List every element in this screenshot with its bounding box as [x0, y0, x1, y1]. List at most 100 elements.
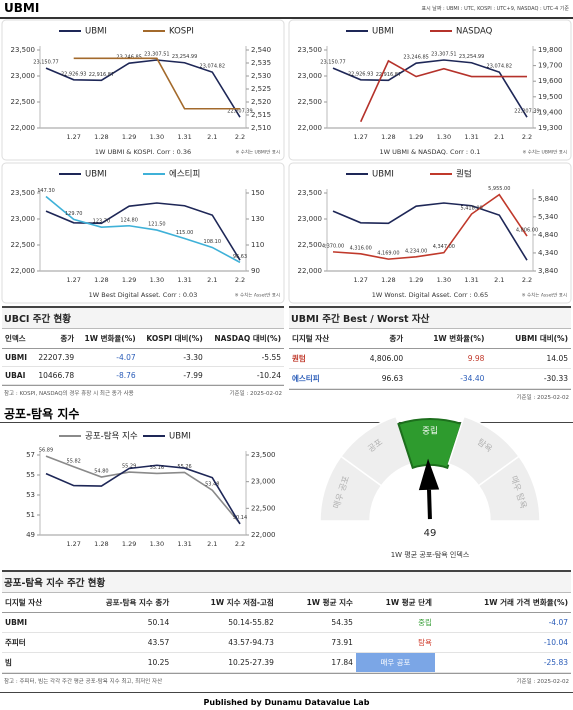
x-tick-label: 1.31 [177, 540, 191, 548]
column-header: 1W 변화율(%) [406, 329, 488, 349]
y-tick-label: 23,000 [11, 215, 36, 223]
header: UBMI 표시 날짜 : UBMI : UTC, KOSPI : UTC+9, … [0, 0, 573, 19]
y-tick-label: 23,000 [251, 478, 276, 486]
table-cell: -25.83 [434, 652, 571, 673]
x-tick-label: 1.28 [94, 276, 108, 284]
y-tick-label: 22,500 [11, 241, 36, 249]
x-tick-label: 1.31 [177, 133, 191, 141]
x-tick-label: 1.28 [94, 540, 108, 548]
y-tick-label: 55 [26, 471, 35, 479]
data-label: 121.50 [148, 222, 166, 228]
y-tick-label: 19,800 [538, 46, 563, 54]
table-row: UBMI 22207.39 -4.07 -3.30 -5.55 [2, 348, 284, 367]
y-tick-label: 23,500 [11, 46, 36, 54]
data-label: 5,418.00 [460, 206, 482, 212]
table: 디지털 자산 종가 1W 변화율(%) UBMI 대비(%) 퀀텀 4,806.00 9.9… [289, 329, 571, 389]
y-tick-label: 19,300 [538, 124, 563, 132]
column-header: 종가 [350, 329, 407, 349]
y-tick-label: 110 [251, 241, 264, 249]
x-tick-label: 1.29 [122, 133, 136, 141]
table-cell: 50.14 [67, 612, 173, 633]
data-label: 23,150.77 [33, 60, 58, 66]
series-line [359, 59, 527, 123]
x-tick-label: 1.29 [122, 540, 136, 548]
y-tick-label: 23,000 [298, 215, 323, 223]
x-tick-label: 1.29 [409, 276, 423, 284]
table-block: UBMI 주간 Best / Worst 자산 디지털 자산 종가 1W 변화율(%)… [289, 306, 571, 404]
legend-label: UBMI [372, 170, 394, 180]
series-line [45, 455, 241, 525]
data-label: 4,347.00 [433, 244, 455, 250]
y-tick-label: 57 [26, 451, 35, 459]
series-line [45, 464, 241, 525]
x-tick-label: 1.28 [381, 276, 395, 284]
y-tick-label: 150 [251, 189, 264, 197]
x-tick-label: 1.27 [66, 276, 80, 284]
series-line [45, 59, 241, 118]
data-label: 23,307.51 [431, 52, 456, 58]
data-label: 22,207.39 [514, 109, 539, 115]
y-tick-label: 2,535 [251, 59, 271, 67]
data-label: 23,074.82 [200, 64, 225, 70]
chart-caption: 1W Best Digital Asset. Corr : 0.03 [89, 291, 198, 299]
table-block: UBCI 주간 현황 인덱스 종가 1W 변화율(%) KOSPI 대비(%) NASDA… [2, 306, 284, 400]
table-cell: -4.07 [77, 348, 139, 367]
gauge-needle [418, 458, 440, 520]
header-note: 표시 날짜 : UBMI : UTC, KOSPI : UTC+9, NASDA… [421, 6, 569, 12]
panel-border [288, 162, 572, 304]
data-label: 22,916.87 [376, 72, 401, 78]
data-label: 22,207.39 [227, 109, 252, 115]
series-line [45, 202, 241, 261]
column-header: 종가 [32, 329, 78, 349]
series-line [73, 57, 240, 110]
table-row: 퀀텀 4,806.00 9.98 14.05 [289, 348, 571, 369]
y-tick-label: 23,500 [251, 451, 276, 459]
y-tick-label: 19,700 [538, 62, 563, 70]
column-header: 1W 평균 지수 [276, 593, 356, 613]
chart-note: ※ 수치는 UBMI만 표시 [236, 149, 281, 156]
x-tick-label: 1.30 [150, 133, 164, 141]
table-cell: 10466.78 [32, 366, 78, 385]
data-label: 123.70 [93, 219, 111, 225]
column-header: 1W 평균 단계 [355, 593, 435, 613]
y-tick-label: 51 [26, 511, 35, 519]
x-tick-label: 1.29 [409, 133, 423, 141]
column-header: NASDAQ 대비(%) [205, 329, 284, 349]
table-cell: -10.24 [205, 366, 284, 385]
x-tick-label: 1.31 [177, 276, 191, 284]
x-tick-label: 1.28 [381, 133, 395, 141]
table-note: 참고 : 주피터, 빔는 각각 주간 평균 공포-탐욕 지수 최고, 최저인 자… [4, 679, 163, 685]
table-cell: 빔 [2, 652, 68, 673]
x-tick-label: 1.31 [464, 276, 478, 284]
data-label: 5,955.00 [488, 186, 510, 192]
table-cell: -30.33 [487, 368, 571, 389]
table-notes: 참고 : KOSPI, NASDAQ의 경우 휴장 시 최근 종가 사용 [4, 389, 134, 397]
y-tick-label: 23,500 [298, 46, 323, 54]
table-title: UBMI 주간 Best / Worst 자산 [289, 306, 571, 329]
table-cell: -5.55 [205, 348, 284, 367]
table-cell: 퀀텀 [289, 348, 351, 369]
gauge-label: 중립 [422, 427, 438, 437]
panel-border [1, 162, 285, 304]
data-label: 96.63 [233, 254, 247, 260]
table-date: 기준일 : 2025-02-02 [516, 679, 570, 685]
table-title: 공포-탐욕 지수 주간 현황 [2, 570, 571, 593]
series-line [332, 202, 528, 261]
legend-label: UBMI [372, 27, 394, 37]
chart-caption: 1W UBMI & NASDAQ. Corr : 0.1 [380, 148, 481, 156]
y-tick-label: 22,500 [298, 98, 323, 106]
data-label: 55.82 [67, 458, 81, 464]
table-cell: 43.57-94.73 [172, 632, 277, 653]
table-cell: -7.99 [138, 366, 206, 385]
data-label: 23,246.85 [403, 55, 428, 61]
data-label: 55.29 [122, 464, 136, 470]
legend-label: NASDAQ [456, 27, 493, 37]
table-date: 기준일 : 2025-02-02 [516, 395, 570, 401]
x-tick-label: 2.1 [207, 133, 217, 141]
legend-label: KOSPI [169, 27, 194, 37]
table-date: 기준일 : 2025-02-02 [229, 391, 283, 397]
table-cell: UBMI [2, 348, 33, 367]
panel-border [1, 19, 285, 161]
x-tick-label: 1.30 [150, 540, 164, 548]
